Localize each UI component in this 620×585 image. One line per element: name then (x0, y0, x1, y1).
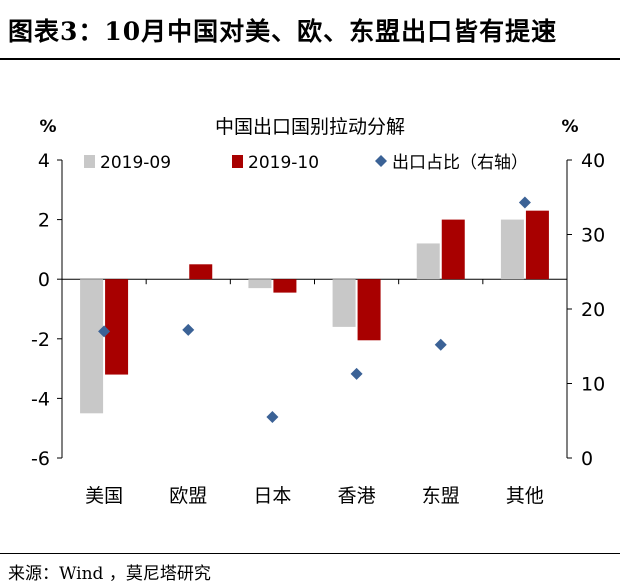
bar (357, 279, 381, 341)
scatter-point (434, 338, 447, 351)
legend-label: 2019-09 (100, 153, 171, 173)
bar (500, 219, 524, 280)
category-label: 日本 (253, 485, 291, 507)
left-axis-unit: % (39, 117, 56, 137)
right-tick-label: 10 (581, 374, 605, 396)
bar (80, 279, 104, 414)
scatter-point (350, 367, 363, 380)
category-label: 欧盟 (169, 485, 207, 507)
figure-header: 图表3：10月中国对美、欧、东盟出口皆有提速 (0, 0, 620, 60)
legend-label: 出口占比（右轴） (392, 153, 528, 173)
bar (189, 264, 213, 280)
footer-rule (0, 553, 620, 554)
left-tick-label: -2 (31, 329, 50, 351)
bar (525, 210, 549, 280)
bar (332, 279, 356, 327)
left-tick-label: -6 (31, 448, 50, 470)
category-label: 香港 (338, 485, 376, 507)
legend-swatch (375, 155, 387, 167)
left-tick-label: 0 (38, 269, 50, 291)
right-tick-label: 40 (581, 150, 605, 172)
category-label: 美国 (85, 485, 123, 507)
left-tick-label: 4 (38, 150, 50, 172)
legend-label: 2019-10 (248, 153, 319, 173)
left-tick-label: 2 (38, 210, 50, 232)
bar (248, 279, 272, 289)
figure-title: 图表3：10月中国对美、欧、东盟出口皆有提速 (8, 17, 558, 46)
bar (416, 243, 440, 280)
chart-title: 中国出口国别拉动分解 (215, 116, 405, 138)
scatter-point (518, 196, 531, 209)
right-tick-label: 20 (581, 299, 605, 321)
bar (273, 279, 297, 293)
right-tick-label: 0 (581, 448, 593, 470)
right-axis-unit: % (561, 117, 578, 137)
bar (441, 219, 465, 280)
left-tick-label: -4 (31, 388, 50, 410)
bar (105, 279, 129, 375)
scatter-point (182, 323, 195, 336)
scatter-point (98, 325, 111, 338)
scatter-point (266, 411, 279, 424)
category-label: 其他 (506, 485, 544, 507)
legend-swatch (232, 155, 243, 168)
legend-swatch (84, 155, 95, 168)
right-tick-label: 30 (581, 225, 605, 247)
category-label: 东盟 (422, 485, 460, 507)
source-note: 来源：Wind ，莫尼塔研究 (8, 564, 211, 584)
header-rule (0, 58, 620, 60)
